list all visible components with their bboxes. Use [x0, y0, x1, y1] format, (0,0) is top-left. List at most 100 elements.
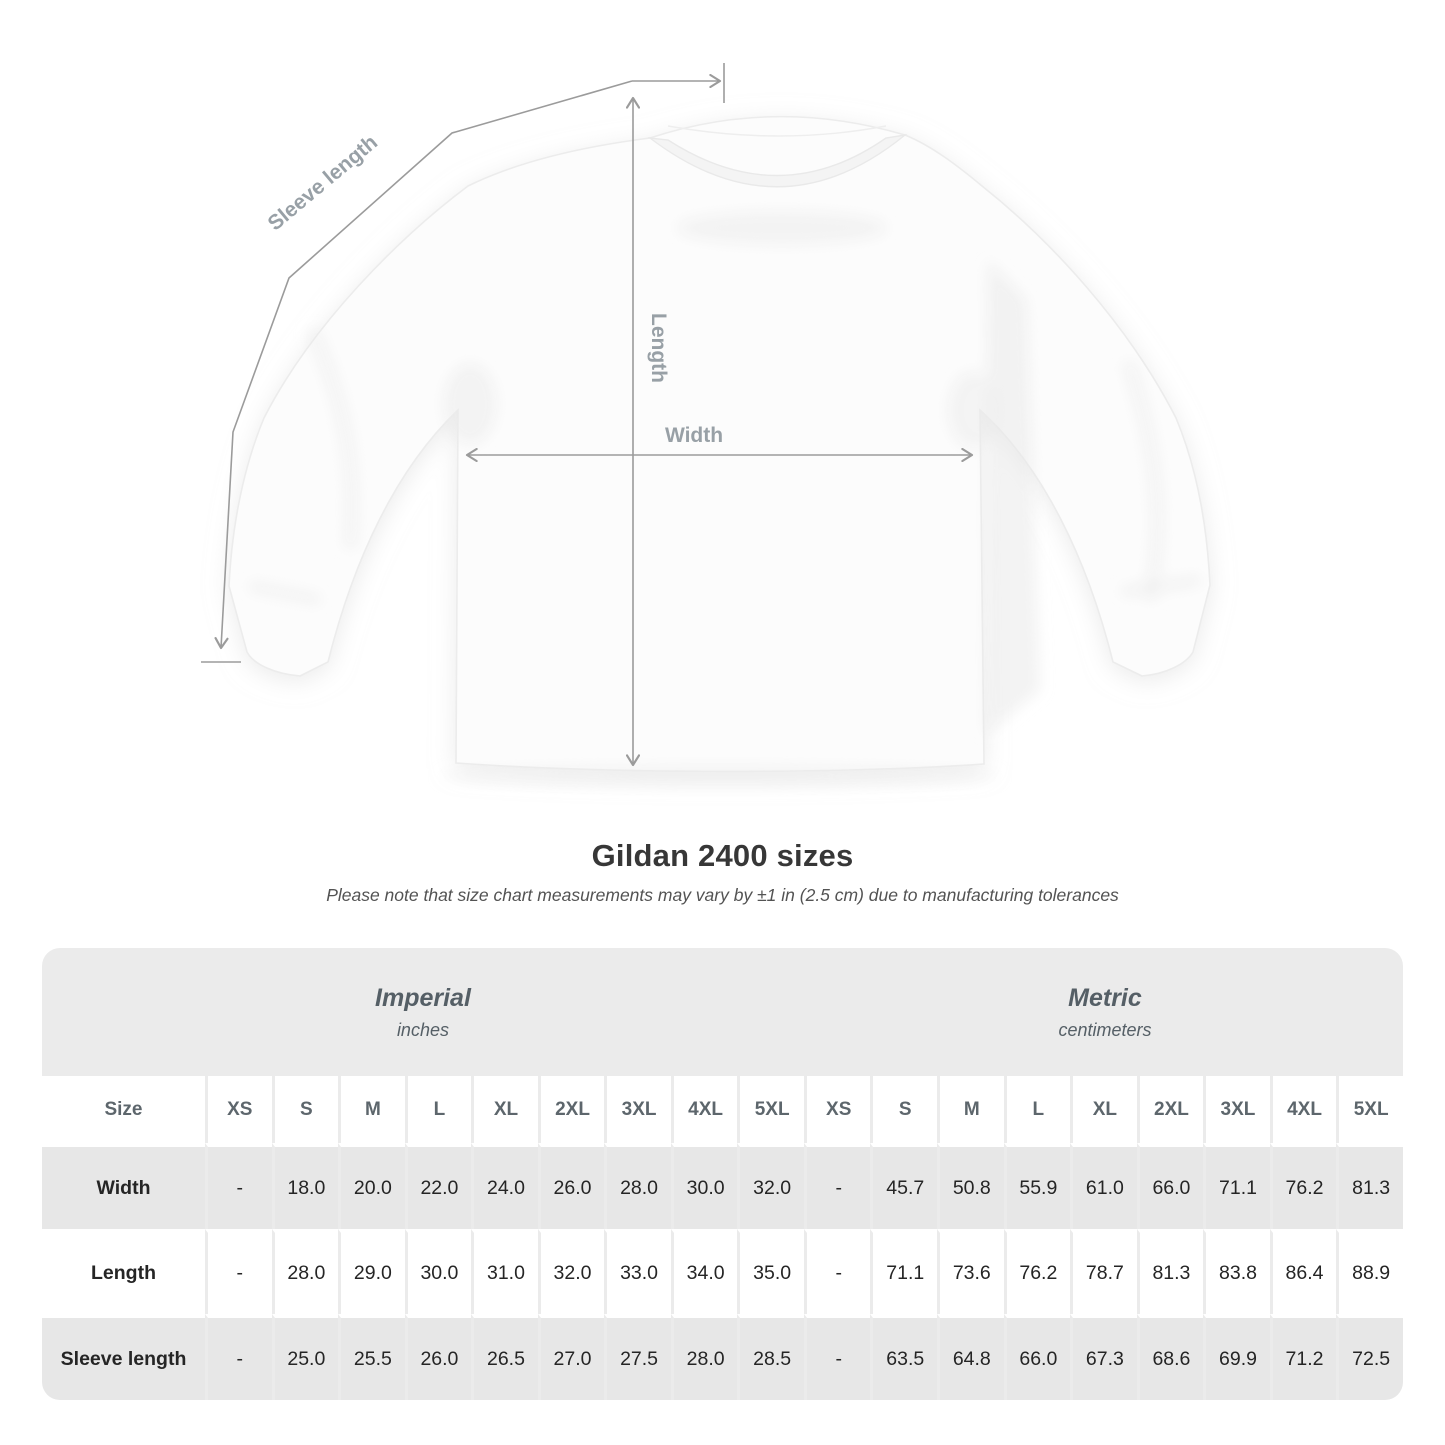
table-cell: 30.0 — [404, 1228, 472, 1315]
size-column-title: Size — [42, 1076, 205, 1144]
shirt-measurement-diagram: Width Length Sleeve length — [201, 63, 1211, 785]
table-cell: 55.9 — [1003, 1143, 1071, 1229]
table-cell: 68.6 — [1136, 1314, 1204, 1400]
table-cell: 26.0 — [537, 1143, 605, 1229]
unit-band-row: Imperial inches Metric centimeters — [42, 948, 1403, 1077]
table-cell: - — [205, 1143, 272, 1229]
sleeve-arrow — [214, 80, 633, 650]
page-title: Gildan 2400 sizes — [591, 838, 854, 873]
size-header-cell: 3XL — [604, 1076, 671, 1144]
table-cell: 81.3 — [1336, 1143, 1403, 1229]
metric-unit: centimeters — [1058, 1019, 1152, 1040]
metric-label: Metric — [1068, 983, 1142, 1012]
size-header-cell: L — [1003, 1076, 1071, 1144]
table-cell: 27.5 — [604, 1314, 671, 1400]
table-cell: 73.6 — [937, 1228, 1004, 1315]
table-cell: - — [205, 1228, 272, 1315]
table-cell: 72.5 — [1336, 1314, 1403, 1400]
table-cell: 29.0 — [338, 1228, 405, 1315]
shirt-collar — [647, 133, 908, 188]
table-cell: 27.0 — [537, 1314, 605, 1400]
table-cell: 26.0 — [404, 1314, 472, 1400]
size-table: Imperial inches Metric centimeters Size … — [42, 948, 1403, 1400]
metric-group-header: Metric centimeters — [803, 948, 1403, 1077]
size-header-cell: XS — [205, 1076, 272, 1144]
row-label: Width — [42, 1143, 205, 1229]
imperial-label: Imperial — [375, 983, 471, 1012]
size-header-cell: 2XL — [1136, 1076, 1204, 1144]
table-cell: 76.2 — [1269, 1143, 1337, 1229]
size-header-cell: 3XL — [1203, 1076, 1270, 1144]
table-cell: 61.0 — [1070, 1143, 1137, 1229]
table-cell: 35.0 — [737, 1228, 804, 1315]
imperial-group-header: Imperial inches — [42, 948, 804, 1077]
table-cell: 50.8 — [937, 1143, 1004, 1229]
length-row: Length - 28.0 29.0 30.0 31.0 32.0 33.0 3… — [42, 1228, 1403, 1315]
table-cell: 22.0 — [404, 1143, 472, 1229]
size-header-cell: M — [937, 1076, 1004, 1144]
table-cell: 25.5 — [338, 1314, 405, 1400]
table-cell: 33.0 — [604, 1228, 671, 1315]
measurement-lines — [201, 63, 974, 767]
size-header-cell: XL — [1070, 1076, 1137, 1144]
table-cell: 26.5 — [471, 1314, 538, 1400]
table-cell: 78.7 — [1070, 1228, 1137, 1315]
table-cell: 30.0 — [670, 1143, 738, 1229]
size-header-cell: S — [870, 1076, 938, 1144]
table-cell: 28.0 — [670, 1314, 738, 1400]
table-cell: - — [205, 1314, 272, 1400]
size-header-cell: M — [338, 1076, 405, 1144]
width-row: Width - 18.0 20.0 22.0 24.0 26.0 28.0 30… — [42, 1143, 1403, 1229]
table-cell: 76.2 — [1003, 1228, 1071, 1315]
size-header-cell: 5XL — [737, 1076, 804, 1144]
width-label: Width — [665, 424, 723, 447]
table-cell: 63.5 — [870, 1314, 938, 1400]
row-label: Length — [42, 1228, 205, 1315]
table-cell: 32.0 — [537, 1228, 605, 1315]
size-header-cell: 5XL — [1336, 1076, 1403, 1144]
table-cell: 71.1 — [1203, 1143, 1270, 1229]
size-header-cell: XS — [803, 1076, 871, 1144]
table-cell: 64.8 — [937, 1314, 1004, 1400]
size-table-panel: Imperial inches Metric centimeters Size … — [42, 948, 1403, 1400]
table-cell: 28.0 — [604, 1143, 671, 1229]
shirt-shading — [249, 212, 1201, 785]
size-header-cell: XL — [471, 1076, 538, 1144]
tolerance-note: Please note that size chart measurements… — [326, 885, 1119, 905]
table-cell: 32.0 — [737, 1143, 804, 1229]
size-header-cell: 4XL — [670, 1076, 738, 1144]
table-cell: 66.0 — [1136, 1143, 1204, 1229]
size-header-cell: L — [404, 1076, 472, 1144]
table-cell: 34.0 — [670, 1228, 738, 1315]
table-cell: 69.9 — [1203, 1314, 1270, 1400]
table-cell: 24.0 — [471, 1143, 538, 1229]
collar-back-seam — [667, 125, 887, 137]
table-cell: 83.8 — [1203, 1228, 1270, 1315]
table-cell: 71.1 — [870, 1228, 938, 1315]
imperial-unit: inches — [396, 1019, 449, 1040]
shirt-illustration — [228, 115, 1211, 785]
size-header-cell: 2XL — [537, 1076, 605, 1144]
shirt-body — [228, 115, 1211, 773]
size-header-cell: S — [271, 1076, 339, 1144]
table-cell: 81.3 — [1136, 1228, 1204, 1315]
table-cell: 25.0 — [271, 1314, 339, 1400]
sleeve-length-label: Sleeve length — [264, 131, 382, 236]
table-cell: - — [803, 1228, 871, 1315]
table-cell: 45.7 — [870, 1143, 938, 1229]
table-cell: 66.0 — [1003, 1314, 1071, 1400]
table-cell: 18.0 — [271, 1143, 339, 1229]
table-cell: 28.5 — [737, 1314, 804, 1400]
table-cell: 86.4 — [1269, 1228, 1337, 1315]
row-label: Sleeve length — [42, 1314, 205, 1400]
table-cell: - — [803, 1143, 871, 1229]
table-cell: 31.0 — [471, 1228, 538, 1315]
table-cell: - — [803, 1314, 871, 1400]
size-header-row: Size XS S M L XL 2XL 3XL 4XL 5XL XS S M … — [42, 1076, 1403, 1144]
table-cell: 71.2 — [1269, 1314, 1337, 1400]
table-cell: 28.0 — [271, 1228, 339, 1315]
table-cell: 20.0 — [338, 1143, 405, 1229]
table-cell: 88.9 — [1336, 1228, 1403, 1315]
length-label: Length — [647, 313, 670, 383]
